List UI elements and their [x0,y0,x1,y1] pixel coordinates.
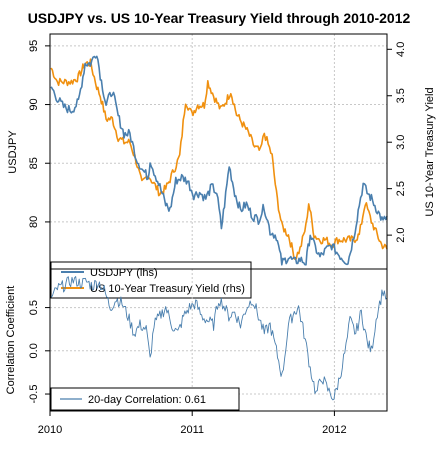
top-left-axis: 80 85 90 95 [28,40,50,228]
top-right-tick-label-2.5: 2.5 [395,181,407,196]
x-axis: 2010 2011 2012 [38,411,347,436]
top-panel-frame [49,33,388,270]
bottom-axis-label: Correlation Coefficient [5,286,17,395]
bottom-legend: 20-day Correlation: 0.61 [50,387,240,411]
top-right-axis: 2.0 2.5 3.0 3.5 4.0 [387,42,407,243]
top-right-axis-label: US 10-Year Treasury Yield [424,87,436,216]
bottom-tick-label--0.5: -0.5 [28,385,40,404]
top-right-tick-label-4.0: 4.0 [395,42,407,57]
bottom-tick-label-0.5: 0.5 [28,300,40,315]
top-panel-series [50,55,388,266]
top-left-tick-label-95: 95 [28,40,40,52]
top-left-tick-label-90: 90 [28,98,40,110]
series-line-yield [50,58,388,261]
top-legend-box [50,261,252,299]
bottom-panel-frame [49,268,388,412]
top-right-tick-label-3.0: 3.0 [395,135,407,150]
bottom-left-axis: -0.5 0.0 0.5 [28,300,50,404]
x-tick-label-2012: 2012 [322,424,346,436]
bottom-panel-series [50,276,388,401]
top-right-tick-label-3.5: 3.5 [395,88,407,103]
series-line-correlation [50,276,388,401]
top-legend: USDJPY (lhs) US 10-Year Treasury Yield (r… [50,261,252,299]
legend-label-yield: US 10-Year Treasury Yield (rhs) [90,283,245,295]
legend-label-correlation: 20-day Correlation: 0.61 [88,394,206,406]
x-tick-label-2011: 2011 [180,424,204,436]
series-line-usdjpy [50,55,388,266]
x-tick-label-2010: 2010 [38,424,62,436]
chart-title: USDJPY vs. US 10-Year Treasury Yield thr… [28,10,411,26]
top-left-axis-label: USDJPY [7,130,19,174]
top-left-tick-label-80: 80 [28,216,40,228]
top-panel-grid [49,34,387,269]
bottom-tick-label-0.0: 0.0 [28,343,40,358]
top-left-tick-label-85: 85 [28,157,40,169]
bottom-legend-box [50,387,240,411]
legend-label-usdjpy: USDJPY (lhs) [90,267,158,279]
top-right-tick-label-2.0: 2.0 [395,227,407,242]
